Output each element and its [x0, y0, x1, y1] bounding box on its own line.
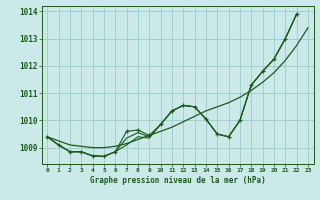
X-axis label: Graphe pression niveau de la mer (hPa): Graphe pression niveau de la mer (hPa): [90, 176, 266, 185]
